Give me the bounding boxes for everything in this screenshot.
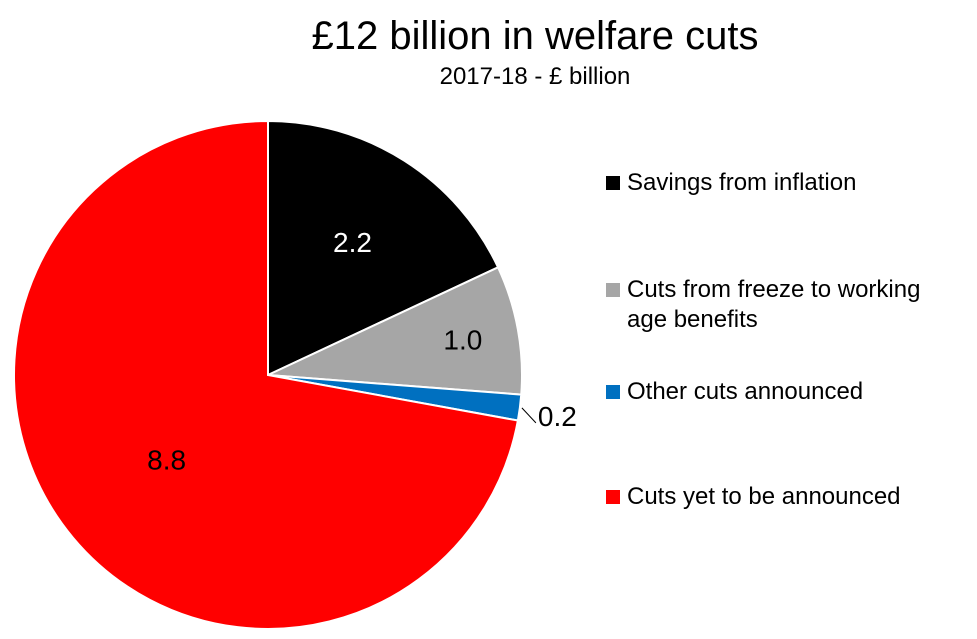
- legend-swatch: [606, 385, 620, 399]
- chart-title: £12 billion in welfare cuts: [311, 14, 759, 58]
- pie-slice-1: [267, 119, 500, 377]
- legend-swatch: [606, 490, 620, 504]
- legend-label: Cuts yet to be announced: [627, 483, 901, 510]
- legend-label: Savings from inflation: [627, 169, 857, 196]
- slice-label-4: 8.8: [147, 445, 186, 476]
- legend-swatch: [606, 283, 620, 297]
- chart-subtitle: 2017-18 - £ billion: [439, 63, 631, 90]
- pie-slice-4: [13, 119, 520, 630]
- slice-label-2: 1.0: [443, 325, 482, 356]
- leader-line-3: [521, 407, 537, 424]
- slice-label-1: 2.2: [333, 227, 372, 258]
- legend-swatch: [606, 176, 620, 190]
- legend-label: Cuts from freeze to working age benefits: [627, 276, 921, 333]
- slice-label-3: 0.2: [538, 401, 577, 432]
- pie-slice-2: [264, 266, 523, 396]
- legend-label: Other cuts announced: [627, 378, 864, 405]
